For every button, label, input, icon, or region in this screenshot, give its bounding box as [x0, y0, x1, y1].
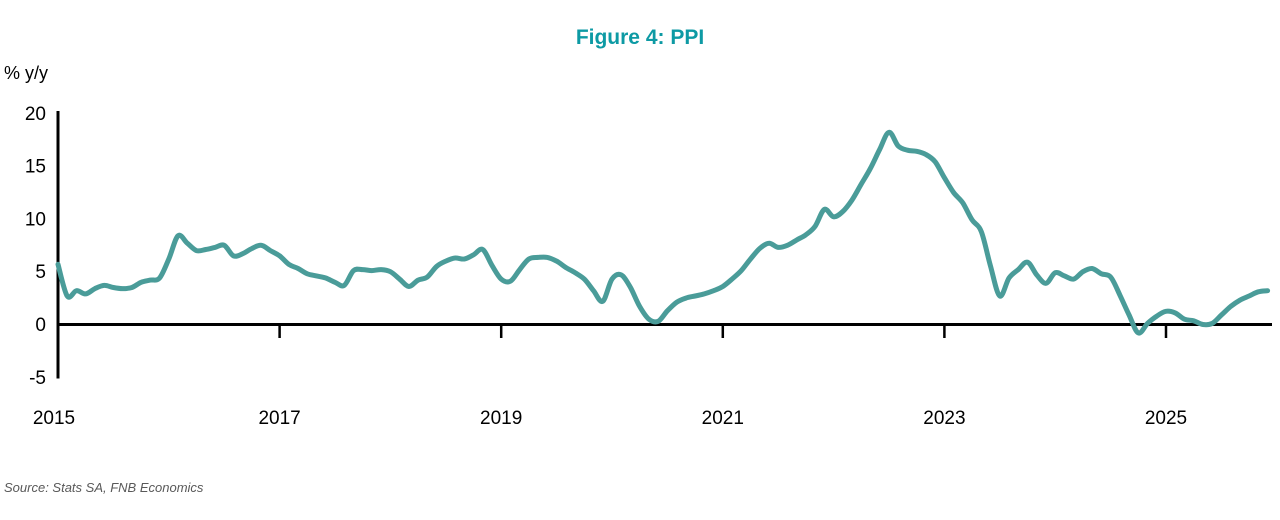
y-axis-tick-label: 15	[25, 157, 46, 178]
y-axis-tick-label: 0	[35, 315, 46, 336]
source-note: Source: Stats SA, FNB Economics	[4, 480, 204, 495]
x-axis-ticks	[278, 324, 1168, 338]
x-axis-year-label: 2019	[480, 408, 522, 429]
y-axis-tick-label: 10	[25, 209, 46, 230]
y-axis-labels: 20 15 10 5 0 -5	[25, 104, 46, 389]
x-axis-year-label: 2015	[33, 408, 75, 429]
x-axis-labels: 2015 2017 2019 2021 2023 2025	[33, 408, 1187, 429]
chart-title: Figure 4: PPI	[576, 26, 704, 49]
x-axis-year-label: 2021	[702, 408, 744, 429]
y-axis-unit-label: % y/y	[4, 63, 48, 83]
y-axis-tick-label: 20	[25, 104, 46, 125]
x-axis-year-label: 2023	[923, 408, 965, 429]
x-axis-year-label: 2017	[258, 408, 300, 429]
y-axis-tick-label: 5	[35, 262, 46, 283]
x-axis-year-label: 2025	[1145, 408, 1187, 429]
y-axis-tick-label: -5	[29, 368, 46, 389]
ppi-series-line	[55, 129, 1271, 336]
